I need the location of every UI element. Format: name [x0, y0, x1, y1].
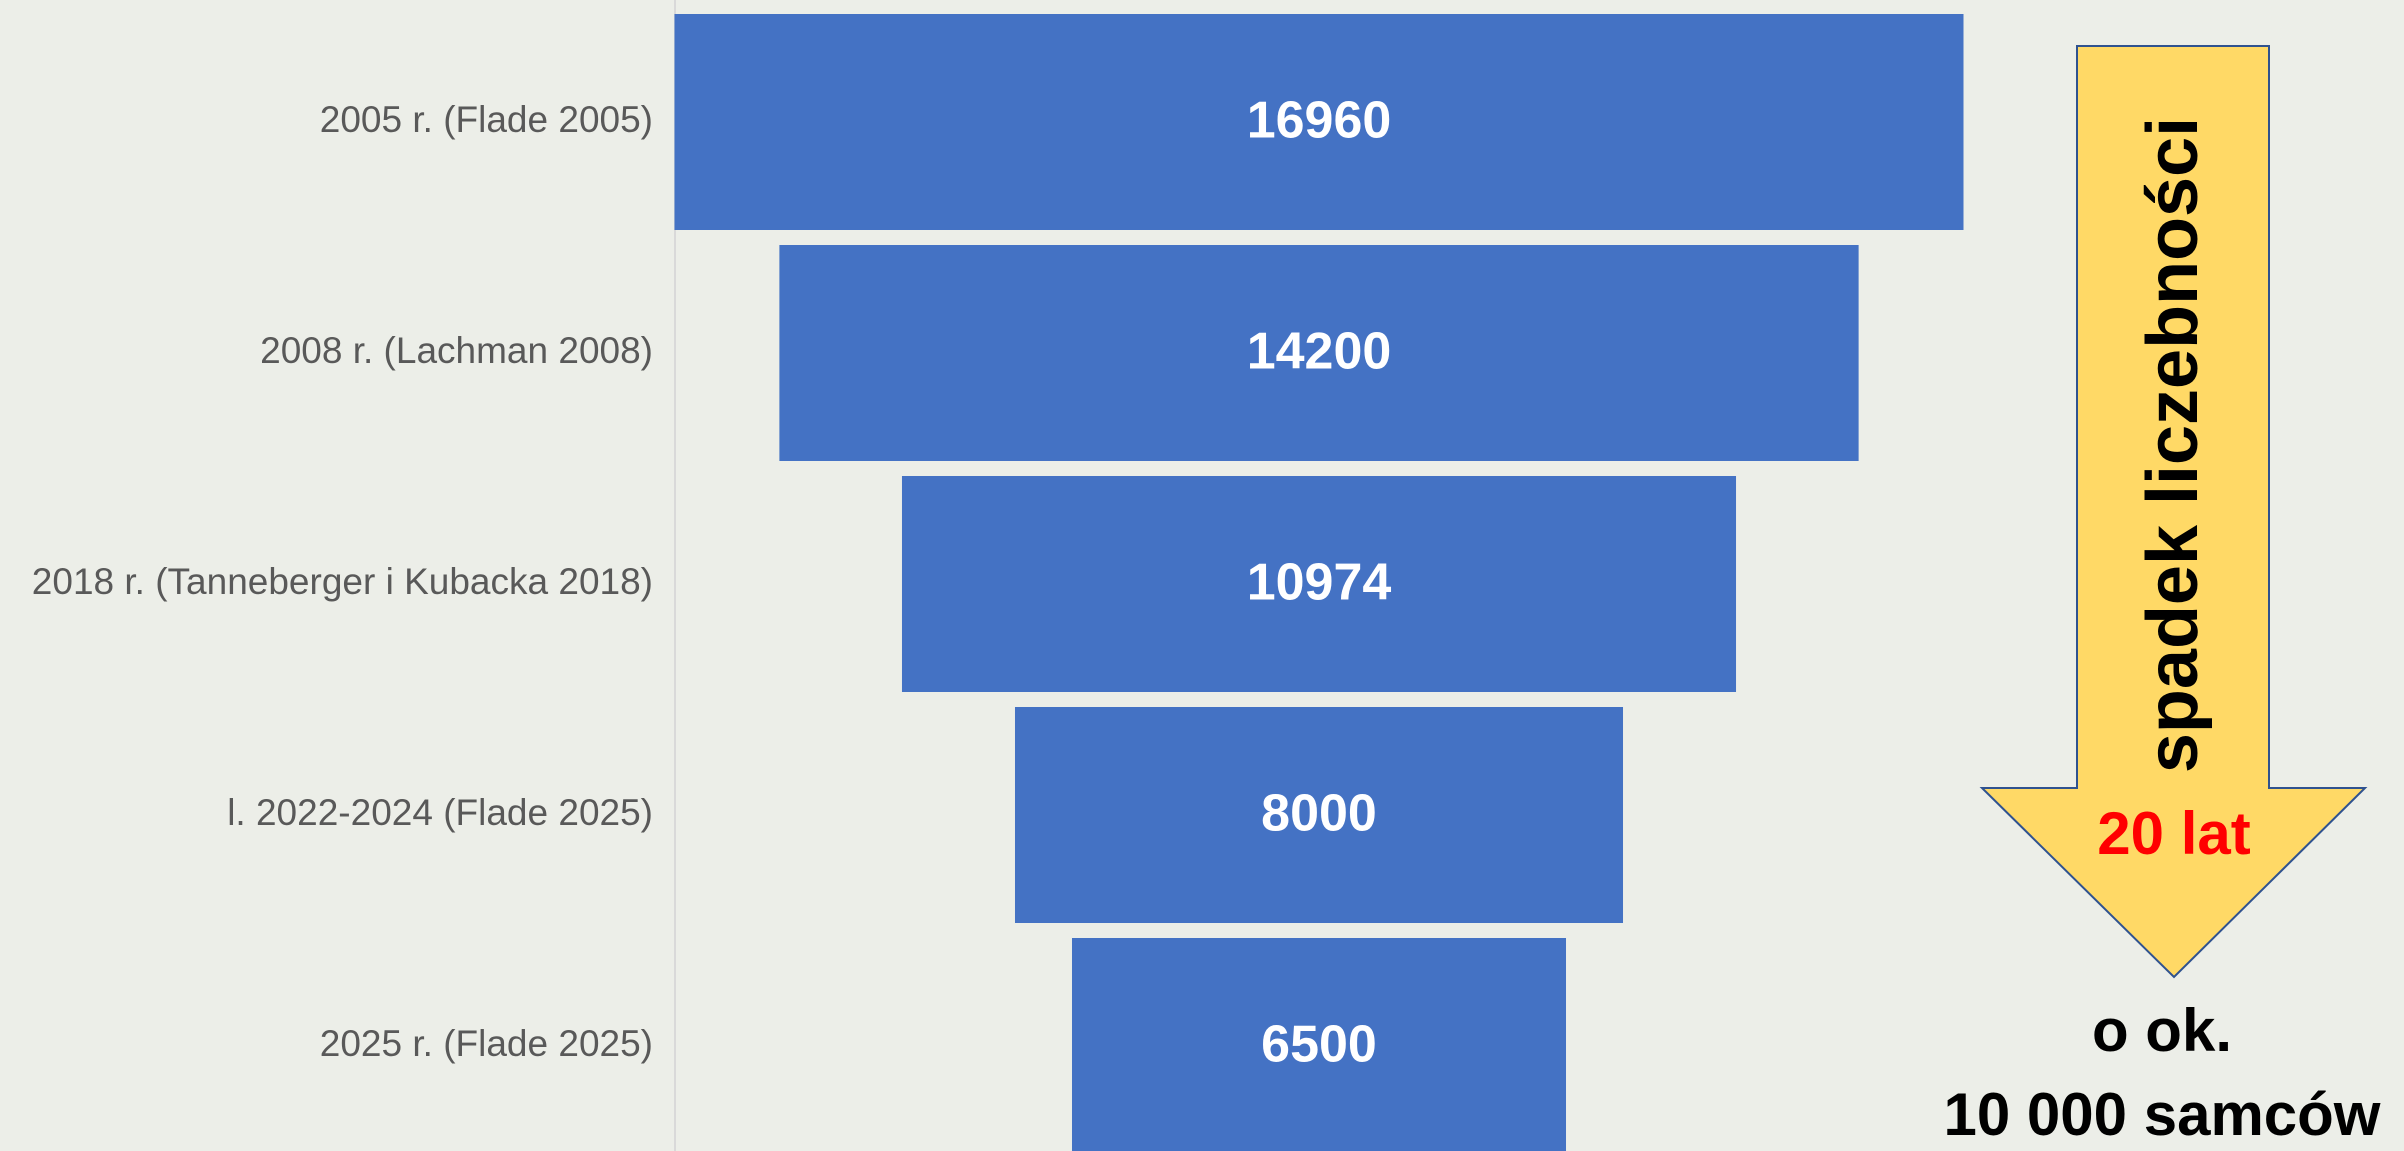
value-label: 16960: [1247, 92, 1392, 150]
category-label: 2025 r. (Flade 2025): [320, 1023, 653, 1064]
summary-label: o ok.: [2092, 997, 2232, 1064]
bar: [779, 245, 1859, 461]
value-label: 10974: [1247, 554, 1392, 612]
summary-label: 10 000 samców: [1944, 1081, 2381, 1148]
bar: [1071, 938, 1567, 1151]
bar: [674, 14, 1964, 230]
category-label: l. 2022-2024 (Flade 2025): [227, 792, 653, 833]
arrow-label: spadek liczebności: [2133, 117, 2213, 773]
value-label: 14200: [1247, 323, 1392, 381]
arrow: [1979, 45, 2368, 979]
period-label: 20 lat: [2097, 800, 2250, 867]
bar: [1014, 707, 1624, 923]
value-label: 6500: [1261, 1016, 1377, 1074]
category-label: 2008 r. (Lachman 2008): [260, 330, 653, 371]
category-label: 2005 r. (Flade 2005): [320, 99, 653, 140]
value-label: 8000: [1261, 785, 1377, 843]
category-label: 2018 r. (Tanneberger i Kubacka 2018): [32, 561, 653, 602]
bar: [901, 476, 1737, 692]
